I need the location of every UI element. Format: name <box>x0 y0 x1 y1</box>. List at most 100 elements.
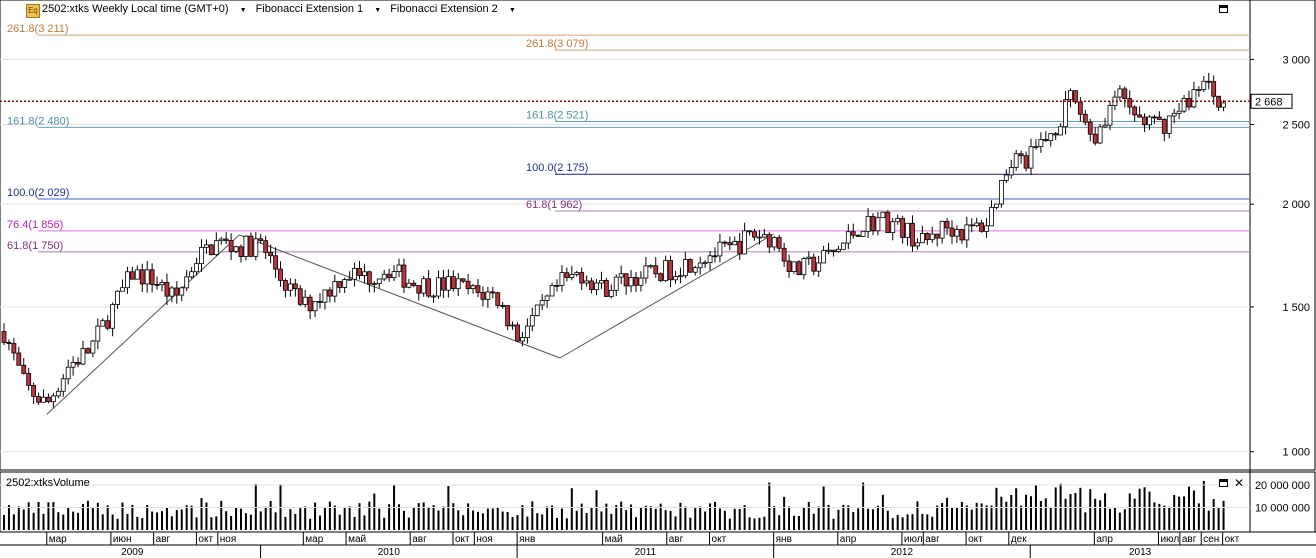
candle-body <box>352 268 357 280</box>
candle-body <box>218 238 224 242</box>
volume-bar <box>1148 491 1151 530</box>
candle-body <box>1107 105 1113 126</box>
volume-bar <box>363 515 366 530</box>
volume-bar <box>1020 505 1023 530</box>
candle-body <box>1161 119 1167 134</box>
candle-body <box>564 272 570 278</box>
candle-body <box>460 278 466 282</box>
candle-body <box>959 229 965 241</box>
volume-bar <box>985 505 988 530</box>
symbol-dropdown-icon[interactable]: ▼ <box>239 7 247 14</box>
volume-bar <box>353 516 356 530</box>
candle-body <box>258 238 264 242</box>
candle-body <box>302 296 308 305</box>
candle-body <box>840 242 846 250</box>
candle-body <box>169 287 175 297</box>
indicator-fib-ext-2[interactable]: Fibonacci Extension 2 <box>390 3 498 15</box>
price-panel-border <box>0 0 1316 471</box>
volume-bar <box>778 515 781 530</box>
candle-body <box>1132 106 1138 116</box>
candle-body <box>648 265 654 268</box>
candle-body <box>974 222 980 226</box>
volume-bar <box>768 482 771 530</box>
volume-bar <box>432 505 435 530</box>
volume-bar <box>931 516 934 530</box>
candle-body <box>742 230 748 255</box>
volume-bar <box>792 515 795 530</box>
volume-bar <box>941 503 944 530</box>
volume-bar <box>852 512 855 530</box>
candle-body <box>228 240 234 252</box>
candle-body <box>75 361 81 365</box>
volume-bar <box>1029 496 1032 530</box>
volume-bar <box>570 488 573 530</box>
volume-bar <box>684 506 687 530</box>
volume-bar <box>422 502 425 530</box>
volume-bar <box>1039 500 1042 530</box>
volume-bar <box>467 503 470 530</box>
candle-body <box>682 259 688 277</box>
candle-body <box>821 250 827 264</box>
candle-body <box>371 283 377 286</box>
candle-body <box>939 220 945 239</box>
indicator-fib-ext-1[interactable]: Fibonacci Extension 1 <box>255 3 364 15</box>
volume-bar <box>837 509 840 530</box>
volume-bar <box>620 501 623 530</box>
candle-body <box>1 331 7 343</box>
volume-bar <box>891 518 894 530</box>
volume-bar <box>126 513 129 530</box>
candle-body <box>401 264 407 288</box>
volume-bar <box>269 500 272 530</box>
candle-body <box>786 260 792 272</box>
maximize-price-panel-icon[interactable] <box>1219 5 1228 13</box>
candle-body <box>727 242 733 246</box>
volume-bar <box>151 511 154 530</box>
candle-body <box>31 385 37 397</box>
candle-body <box>347 278 353 281</box>
candle-body <box>692 267 698 273</box>
month-label: июн <box>113 534 132 545</box>
candle-body <box>1013 153 1019 168</box>
candle-body <box>406 282 412 288</box>
candle-body <box>1201 80 1207 90</box>
close-volume-panel-icon[interactable]: ✕ <box>1234 476 1245 490</box>
candle-body <box>480 292 486 300</box>
volume-bar <box>1108 508 1111 530</box>
symbol-label[interactable]: 2502:xtks Weekly Local time (GMT+0) <box>42 3 229 15</box>
volume-bar <box>156 512 159 530</box>
volume-bar <box>625 510 628 530</box>
volume-bar <box>165 507 168 530</box>
price-tick-label: 3 000 <box>1282 54 1310 66</box>
volume-bars-group <box>3 480 1225 530</box>
volume-bar <box>486 508 489 530</box>
volume-bar <box>876 505 879 530</box>
volume-bar <box>511 516 514 530</box>
candle-body <box>381 273 387 280</box>
candle-body <box>1097 126 1103 144</box>
volume-bar <box>491 508 494 530</box>
candle-body <box>273 255 278 270</box>
volume-bar <box>1089 489 1092 530</box>
volume-bar <box>180 509 183 530</box>
volume-bar <box>47 502 50 530</box>
candle-body <box>475 285 481 293</box>
volume-bar <box>827 504 830 530</box>
candle-body <box>747 230 752 233</box>
price-tick-label: 2 000 <box>1282 199 1310 211</box>
volume-bar <box>649 506 652 530</box>
candle-body <box>1127 98 1133 108</box>
month-label: окт <box>455 534 470 545</box>
volume-bar <box>348 506 351 530</box>
indicator-2-dropdown-icon[interactable]: ▼ <box>508 7 516 14</box>
volume-bar <box>669 510 672 530</box>
volume-bar <box>802 507 805 530</box>
volume-bar <box>738 508 741 530</box>
candle-body <box>757 236 762 239</box>
maximize-volume-panel-icon[interactable] <box>1219 479 1228 487</box>
indicator-1-dropdown-icon[interactable]: ▼ <box>374 7 382 14</box>
volume-bar <box>857 508 860 530</box>
fib-ext1-label: 261.8(3 211) <box>7 23 69 35</box>
volume-bar <box>501 511 504 530</box>
candle-body <box>1087 121 1093 135</box>
